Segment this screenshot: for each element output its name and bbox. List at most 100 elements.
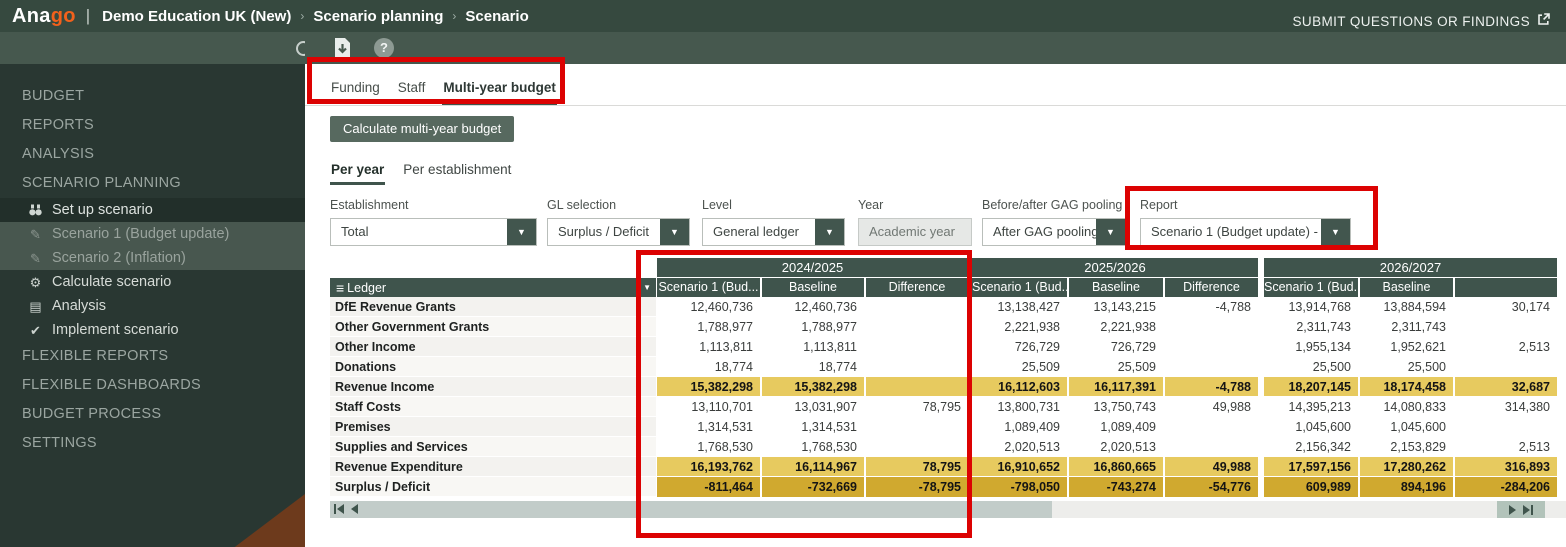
table-row-revenue-expenditure: Revenue Expenditure16,193,76216,114,9677… [330,457,1566,477]
row-label: Revenue Expenditure [330,457,656,477]
table-row-staff-costs: Staff Costs13,110,70113,031,90778,79513,… [330,397,1566,417]
cell-value: 18,207,145 [1264,377,1358,397]
clipboard-icon: ▤ [28,300,43,313]
breadcrumb-item-demo-education-uk-new[interactable]: Demo Education UK (New) [102,8,291,25]
horizontal-scrollbar[interactable] [330,501,1566,518]
sidebar-item-flexible-dashboards[interactable]: FLEXIBLE DASHBOARDS [0,371,305,400]
sidebar-item-calculate-scenario[interactable]: ⚙Calculate scenario [0,270,305,294]
submit-questions-label: SUBMIT QUESTIONS OR FINDINGS [1293,14,1530,29]
sidebar-item-set-up-scenario[interactable]: Set up scenario [0,198,305,222]
row-label: Other Government Grants [330,317,656,337]
decorative-cube-face-light [150,494,305,547]
cell-value: -54,776 [1165,477,1258,497]
cell-value: 14,080,833 [1360,397,1453,417]
chevron-down-icon[interactable]: ▼ [1096,219,1125,245]
sidebar-item-reports[interactable]: REPORTS [0,111,305,140]
subtab-per-establishment[interactable]: Per establishment [402,159,512,180]
table-column-header-row: ≡Ledger▼Scenario 1 (Bud...BaselineDiffer… [330,278,1566,297]
filter-value-report: Scenario 1 (Budget update) - B [1141,219,1350,245]
chevron-down-icon[interactable]: ▼ [660,219,689,245]
filter-dropdown-establishment[interactable]: Total▼ [330,218,537,246]
ledger-column-header[interactable]: ≡Ledger ▼ [330,278,656,297]
row-label: Other Income [330,337,656,357]
sidebar-item-analysis[interactable]: ▤ Analysis [0,294,305,318]
logo-text-go: go [51,5,76,27]
cell-value: 1,089,409 [972,417,1067,437]
sidebar-item-budget[interactable]: BUDGET [0,82,305,111]
column-header-2025-2026-scenario-1-bud: Scenario 1 (Bud... [972,278,1067,297]
filter-dropdown-before-after-gag-pooling[interactable]: After GAG pooling▼ [982,218,1126,246]
chevron-down-icon[interactable]: ▼ [815,219,844,245]
ledger-filter-dropdown-icon[interactable]: ▼ [643,283,651,292]
scroll-next-icon[interactable] [1509,505,1516,515]
cell-value: 49,988 [1165,457,1258,477]
breadcrumb: Demo Education UK (New)›Scenario plannin… [102,8,529,25]
cell-value: 2,153,829 [1360,437,1453,457]
filter-label-establishment: Establishment [330,198,409,212]
tab-funding[interactable]: Funding [330,72,381,103]
cell-value: 726,729 [972,337,1067,357]
export-document-icon[interactable] [334,37,351,59]
top-bar: Anago | Demo Education UK (New)›Scenario… [0,0,1566,32]
sidebar-item-budget-process[interactable]: BUDGET PROCESS [0,400,305,429]
cell-value [1165,437,1258,457]
cell-value: -284,206 [1455,477,1557,497]
partial-search-icon [296,41,305,57]
cell-value [1455,417,1557,437]
row-label: Premises [330,417,656,437]
cell-value: 13,914,768 [1264,297,1358,317]
filter-dropdown-gl-selection[interactable]: Surplus / Deficit▼ [547,218,690,246]
row-label: DfE Revenue Grants [330,297,656,317]
filter-dropdown-level[interactable]: General ledger▼ [702,218,845,246]
menu-icon[interactable]: ≡ [336,280,344,296]
row-label: Surplus / Deficit [330,477,656,497]
help-icon[interactable]: ? [374,38,394,58]
sidebar-item-scenario-2-inflation[interactable]: ✎Scenario 2 (Inflation) [0,246,305,270]
scrollbar-thumb[interactable] [330,501,1052,518]
filter-dropdown-report[interactable]: Scenario 1 (Budget update) - B▼ [1140,218,1351,246]
cell-value: 1,089,409 [1069,417,1163,437]
cell-value [866,437,968,457]
cell-value: 13,750,743 [1069,397,1163,417]
tab-staff[interactable]: Staff [397,72,427,103]
submit-questions-link[interactable]: SUBMIT QUESTIONS OR FINDINGS [1293,13,1550,29]
pencil-icon: ✎ [28,228,43,241]
cell-value [1165,417,1258,437]
cell-value: 1,768,530 [657,437,760,457]
row-label: Revenue Income [330,377,656,397]
pencil-icon: ✎ [28,252,43,265]
sidebar-item-settings[interactable]: SETTINGS [0,429,305,458]
cell-value: 12,460,736 [762,297,864,317]
column-header-2025-2026-baseline: Baseline [1069,278,1163,297]
breadcrumb-item-scenario[interactable]: Scenario [465,8,528,25]
cell-value: 16,193,762 [657,457,760,477]
calculate-multi-year-budget-button[interactable]: Calculate multi-year budget [330,116,514,142]
subtab-per-year[interactable]: Per year [330,159,385,180]
cell-value [1165,317,1258,337]
chevron-down-icon[interactable]: ▼ [1321,219,1350,245]
sidebar-item-scenario-planning[interactable]: SCENARIO PLANNING [0,169,305,198]
cell-value: 1,955,134 [1264,337,1358,357]
tab-multi-year-budget[interactable]: Multi-year budget [442,72,557,103]
breadcrumb-item-scenario-planning[interactable]: Scenario planning [313,8,443,25]
sidebar-item-label: Analysis [52,298,106,314]
cell-value: -732,669 [762,477,864,497]
cell-value: 2,156,342 [1264,437,1358,457]
sidebar-item-implement-scenario[interactable]: ✔Implement scenario [0,318,305,342]
scroll-last-icon[interactable] [1523,505,1533,515]
cell-value: 1,768,530 [762,437,864,457]
logo-text-ana: Ana [12,5,51,27]
cell-value: 17,280,262 [1360,457,1453,477]
sidebar-item-scenario-1-budget-update[interactable]: ✎Scenario 1 (Budget update) [0,222,305,246]
column-header-2024-2025-baseline: Baseline [762,278,864,297]
chevron-down-icon[interactable]: ▼ [507,219,536,245]
cell-value [866,297,968,317]
sidebar-item-analysis[interactable]: ANALYSIS [0,140,305,169]
scroll-prev-icon[interactable] [351,504,358,514]
cell-value: 1,045,600 [1264,417,1358,437]
filter-dropdown-year: Academic year [858,218,972,246]
cell-value [1165,357,1258,377]
ledger-header-label: Ledger [347,281,386,295]
scroll-first-icon[interactable] [334,504,344,514]
sidebar-item-flexible-reports[interactable]: FLEXIBLE REPORTS [0,342,305,371]
